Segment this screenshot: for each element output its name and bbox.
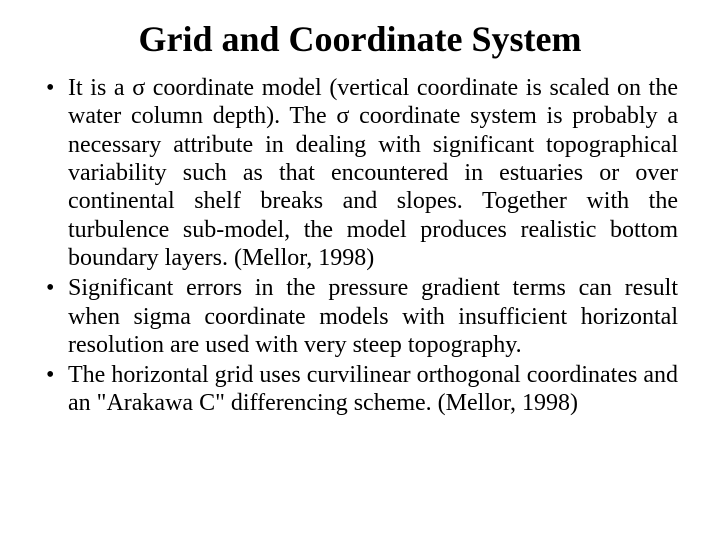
slide: Grid and Coordinate System It is a σ coo… xyxy=(0,0,720,540)
bullet-item: The horizontal grid uses curvilinear ort… xyxy=(42,361,678,418)
slide-title: Grid and Coordinate System xyxy=(42,18,678,60)
bullet-item: Significant errors in the pressure gradi… xyxy=(42,274,678,359)
bullet-list: It is a σ coordinate model (vertical coo… xyxy=(42,74,678,418)
bullet-item: It is a σ coordinate model (vertical coo… xyxy=(42,74,678,272)
